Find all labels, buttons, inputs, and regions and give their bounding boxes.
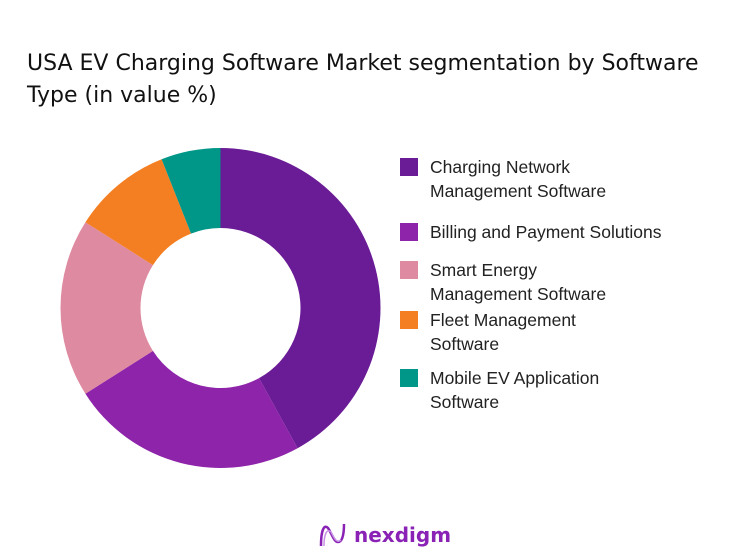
legend-label: Mobile EV Application Software <box>430 368 600 412</box>
chart-title: USA EV Charging Software Market segmenta… <box>27 51 699 108</box>
legend-swatch <box>400 223 418 241</box>
slice-billing-and-payment-solutions <box>85 350 298 468</box>
legend-swatch <box>400 261 418 279</box>
legend-item: Mobile EV Application Software <box>400 366 599 414</box>
legend: Charging Network Management Software Billi… <box>400 0 740 552</box>
slice-fleet-management-software <box>85 159 192 266</box>
legend-label: Smart Energy Management Software <box>430 260 607 304</box>
legend-item: Fleet Management Software <box>400 308 576 356</box>
legend-label: Billing and Payment Solutions <box>430 222 662 242</box>
legend-item: Billing and Payment Solutions <box>400 220 662 244</box>
nexdigm-logo-icon <box>319 523 346 547</box>
slice-smart-energy-management-software <box>60 222 153 394</box>
slice-mobile-ev-application-software <box>161 148 221 234</box>
legend-swatch <box>400 369 418 387</box>
legend-swatch <box>400 158 418 176</box>
legend-item: Smart Energy Management Software <box>400 258 606 306</box>
legend-label: Charging Network Management Software <box>430 157 607 201</box>
legend-label: Fleet Management Software <box>430 310 576 354</box>
legend-item: Charging Network Management Software <box>400 155 606 203</box>
brand-name: nexdigm <box>354 523 452 547</box>
legend-swatch <box>400 311 418 329</box>
slice-charging-network-management-software <box>220 148 381 449</box>
nexdigm-logo: nexdigm <box>318 522 451 548</box>
